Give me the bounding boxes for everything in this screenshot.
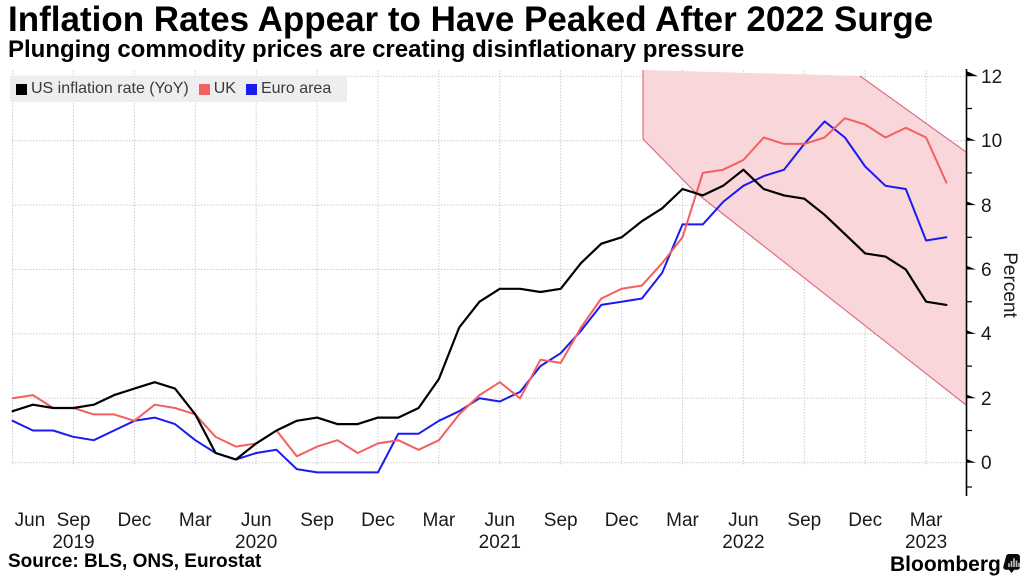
- svg-text:Mar: Mar: [910, 510, 943, 531]
- svg-text:2019: 2019: [52, 532, 94, 553]
- svg-text:Dec: Dec: [361, 510, 395, 531]
- svg-text:8: 8: [981, 196, 992, 217]
- svg-text:2020: 2020: [235, 532, 277, 553]
- svg-text:Dec: Dec: [605, 510, 639, 531]
- svg-text:Mar: Mar: [423, 510, 456, 531]
- svg-text:2: 2: [981, 389, 992, 410]
- svg-text:2022: 2022: [722, 532, 764, 553]
- svg-text:Jun: Jun: [15, 510, 46, 531]
- svg-text:10: 10: [981, 131, 1002, 152]
- svg-text:Sep: Sep: [57, 510, 91, 531]
- svg-text:12: 12: [981, 67, 1002, 88]
- svg-text:Jun: Jun: [728, 510, 759, 531]
- svg-text:Dec: Dec: [848, 510, 882, 531]
- svg-text:Mar: Mar: [666, 510, 699, 531]
- svg-text:Jun: Jun: [484, 510, 515, 531]
- svg-text:Sep: Sep: [300, 510, 334, 531]
- svg-text:Dec: Dec: [118, 510, 152, 531]
- svg-text:Percent: Percent: [999, 252, 1020, 318]
- svg-text:Sep: Sep: [544, 510, 578, 531]
- svg-text:2023: 2023: [905, 532, 947, 553]
- svg-text:4: 4: [981, 324, 992, 345]
- svg-text:2021: 2021: [479, 532, 521, 553]
- svg-text:0: 0: [981, 453, 992, 474]
- svg-text:Mar: Mar: [179, 510, 212, 531]
- svg-text:6: 6: [981, 260, 992, 281]
- svg-text:Sep: Sep: [787, 510, 821, 531]
- svg-text:Jun: Jun: [241, 510, 272, 531]
